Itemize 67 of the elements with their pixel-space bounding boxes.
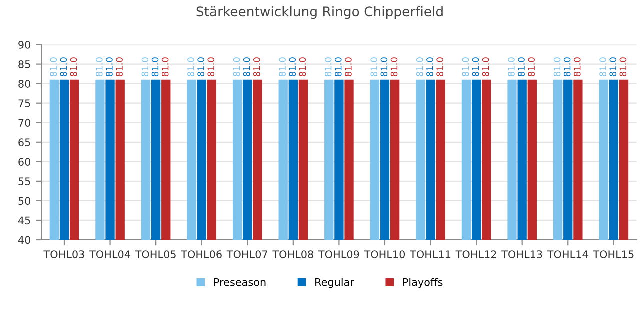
data-label: 81.0 — [198, 58, 204, 77]
y-tick-label: 65 — [18, 138, 30, 147]
data-label: 81.0 — [426, 58, 434, 77]
x-tick-label: TOHL08 — [272, 250, 314, 258]
data-label: 81.0 — [610, 58, 617, 77]
data-label: 81.0 — [162, 58, 169, 77]
data-label: 81.0 — [508, 58, 515, 77]
x-tick-label: TOHL13 — [502, 250, 542, 258]
x-tick-label: TOHL10 — [364, 250, 406, 258]
y-tick-label: 55 — [18, 178, 30, 186]
data-label: 81.0 — [70, 58, 78, 77]
data-label: 81.0 — [390, 58, 398, 77]
data-label: 81.0 — [462, 58, 470, 77]
data-label: 81.0 — [564, 58, 571, 77]
x-tick-label: TOHL06 — [181, 250, 222, 258]
data-label: 81.0 — [279, 58, 286, 77]
data-label: 81.0 — [50, 58, 58, 77]
data-label: 81.0 — [233, 58, 240, 77]
data-label: 81.0 — [436, 58, 444, 77]
legend-label: Preseason — [214, 278, 266, 286]
legend-label: Playoffs — [403, 278, 443, 288]
y-tick-label: 45 — [18, 216, 30, 225]
y-tick-label: 90 — [18, 41, 30, 49]
data-label: 81.0 — [528, 58, 536, 77]
x-tick-label: TOHL14 — [547, 250, 588, 258]
data-label: 81.0 — [243, 58, 250, 77]
y-tick-label: 70 — [18, 119, 30, 127]
x-tick-label: TOHL07 — [226, 250, 268, 258]
data-label: 81.0 — [60, 58, 68, 77]
data-label: 81.0 — [345, 58, 352, 77]
data-label: 81.0 — [600, 58, 606, 77]
data-label: 81.0 — [289, 58, 296, 77]
data-label: 81.0 — [370, 58, 378, 77]
x-tick-label: TOHL15 — [593, 250, 634, 258]
y-tick-label: 85 — [18, 60, 30, 68]
x-tick-label: TOHL09 — [318, 250, 360, 258]
data-label: 81.0 — [106, 58, 113, 77]
x-tick-label: TOHL11 — [410, 250, 451, 258]
data-label: 81.0 — [208, 58, 215, 77]
y-tick-label: 80 — [18, 80, 30, 88]
data-label: 81.0 — [380, 58, 388, 77]
data-label: 81.0 — [574, 58, 581, 77]
y-tick-label: 75 — [18, 100, 30, 108]
data-label: 81.0 — [116, 58, 123, 77]
data-label: 81.0 — [518, 58, 525, 77]
data-label: 81.0 — [334, 58, 342, 77]
y-tick-label: 40 — [18, 236, 30, 244]
data-label: 81.0 — [324, 58, 332, 77]
x-tick-label: TOHL04 — [90, 250, 130, 258]
data-label: 81.0 — [299, 58, 306, 77]
x-tick-label: TOHL05 — [135, 250, 176, 258]
data-label: 81.0 — [472, 58, 480, 77]
data-label: 81.0 — [554, 58, 561, 77]
data-label: 81.0 — [416, 58, 424, 77]
data-label: 81.0 — [482, 58, 490, 77]
y-tick-label: 50 — [18, 197, 30, 206]
data-label: 81.0 — [142, 58, 149, 77]
x-tick-label: TOHL12 — [456, 250, 496, 258]
data-label: 81.0 — [96, 58, 103, 77]
data-label: 81.0 — [188, 58, 194, 77]
data-label: 81.0 — [253, 58, 260, 77]
legend-label: Regular — [316, 278, 354, 288]
data-label: 81.0 — [620, 58, 627, 77]
data-label: 81.0 — [152, 58, 159, 77]
y-tick-label: 60 — [18, 158, 30, 166]
x-tick-label: TOHL03 — [44, 250, 84, 258]
chart-title: Stärkeentwicklung Ringo Chipperfield — [196, 6, 443, 20]
